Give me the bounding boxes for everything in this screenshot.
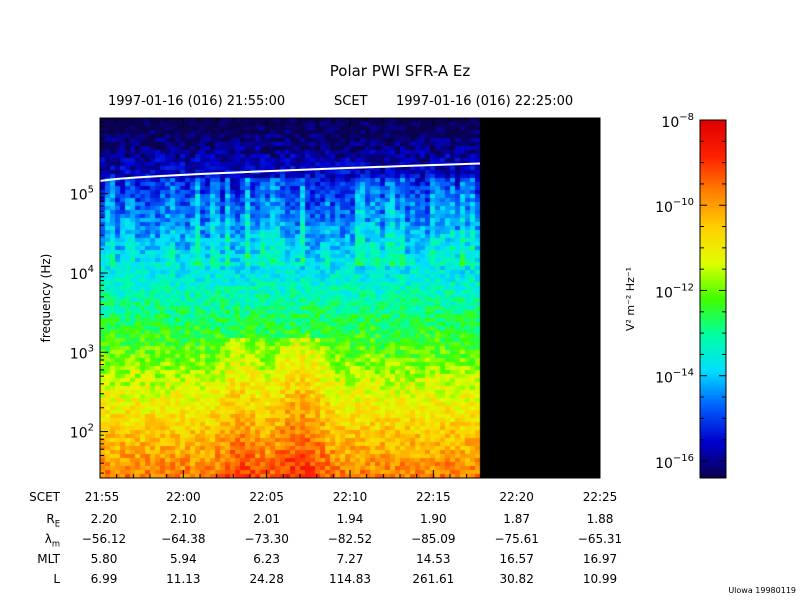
ephemeris-row: RE 2.20 2.10 2.01 1.94 1.90 1.87 1.88: [0, 512, 620, 530]
ephemeris-row: SCET 21:55 22:00 22:05 22:10 22:15 22:20 22:25: [0, 490, 620, 508]
y-tick-label: 103: [70, 343, 94, 362]
ephemeris-row-label: SCET: [29, 490, 60, 504]
ephemeris-table: SCET 21:55 22:00 22:05 22:10 22:15 22:20 22:25 R…: [0, 490, 622, 590]
time-range-label: SCET: [334, 94, 368, 109]
colorbar-tick-label: 10−8: [661, 112, 694, 131]
colorbar-label: V² m⁻² Hz⁻¹: [624, 267, 637, 331]
ephemeris-value: −65.31: [577, 532, 623, 546]
time-range-start: 1997-01-16 (016) 21:55:00: [108, 94, 286, 109]
y-axis-label: frequency (Hz): [39, 254, 53, 343]
ephemeris-row-label: RE: [46, 512, 60, 529]
ephemeris-value: −64.38: [161, 532, 206, 546]
y-tick-label: 105: [70, 185, 94, 204]
chart-title: Polar PWI SFR-A Ez: [329, 62, 471, 80]
ephemeris-row: λm −56.12 −64.38 −73.30 −82.52 −85.09 −75.61 −6…: [0, 532, 622, 550]
x-tick-label: 22:25: [582, 490, 618, 504]
ephemeris-row-label: MLT: [37, 552, 60, 566]
ephemeris-value: 5.94: [169, 552, 197, 566]
ephemeris-value: 114.83: [329, 572, 371, 586]
time-range-end: 1997-01-16 (016) 22:25:00: [396, 94, 574, 109]
ephemeris-value: −85.09: [411, 532, 456, 546]
x-tick-label: 22:00: [166, 490, 201, 504]
ephemeris-value: 1.88: [586, 512, 614, 526]
ephemeris-value: 261.61: [412, 572, 455, 586]
ephemeris-value: 1.90: [419, 512, 447, 526]
ephemeris-value: 16.97: [582, 552, 618, 566]
ephemeris-value: 10.99: [582, 572, 618, 586]
colorbar-tick-label: 10−14: [655, 368, 694, 387]
colorbar-gradient: [700, 120, 726, 478]
ephemeris-value: 2.01: [253, 512, 281, 526]
spectrogram-image: [100, 118, 600, 478]
credit-label: Ulowa 19980119: [728, 586, 796, 595]
ephemeris-value: 6.99: [90, 572, 118, 586]
ephemeris-value: 14.53: [416, 552, 451, 566]
ephemeris-value: 5.80: [90, 552, 118, 566]
ephemeris-value: −73.30: [244, 532, 289, 546]
ephemeris-value: 1.87: [503, 512, 531, 526]
ephemeris-row-label: L: [53, 572, 60, 586]
colorbar-tick-label: 10−10: [655, 197, 694, 216]
x-tick-label: 22:15: [416, 490, 451, 504]
x-tick-label: 22:10: [332, 490, 368, 504]
ephemeris-row: MLT 5.80 5.94 6.23 7.27 14.53 16.57 16.97: [0, 552, 620, 570]
ephemeris-row-label: λm: [44, 532, 60, 549]
x-tick-label: 21:55: [84, 490, 120, 504]
colorbar-frame: [699, 119, 727, 479]
colorbar-tick-label: 10−12: [655, 282, 694, 301]
ephemeris-value: 11.13: [166, 572, 201, 586]
ephemeris-value: 1.94: [336, 512, 364, 526]
cyclotron-frequency-line: [99, 162, 481, 182]
colorbar-tick-label: 10−16: [655, 453, 694, 472]
ephemeris-value: 16.57: [499, 552, 534, 566]
ephemeris-value: 2.10: [169, 512, 197, 526]
ephemeris-value: −75.61: [494, 532, 539, 546]
ephemeris-value: 2.20: [90, 512, 118, 526]
ephemeris-value: 24.28: [249, 572, 284, 586]
ephemeris-value: −82.52: [327, 532, 373, 546]
x-tick-label: 22:05: [249, 490, 284, 504]
x-tick-label: 22:20: [499, 490, 534, 504]
ephemeris-value: −56.12: [81, 532, 127, 546]
ephemeris-value: 7.27: [336, 552, 364, 566]
y-tick-label: 102: [70, 423, 94, 442]
y-tick-label: 104: [70, 264, 94, 283]
ephemeris-row: L 6.99 11.13 24.28 114.83 261.61 30.82 10.99: [0, 572, 620, 590]
ephemeris-value: 6.23: [253, 552, 281, 566]
ephemeris-value: 30.82: [499, 572, 534, 586]
